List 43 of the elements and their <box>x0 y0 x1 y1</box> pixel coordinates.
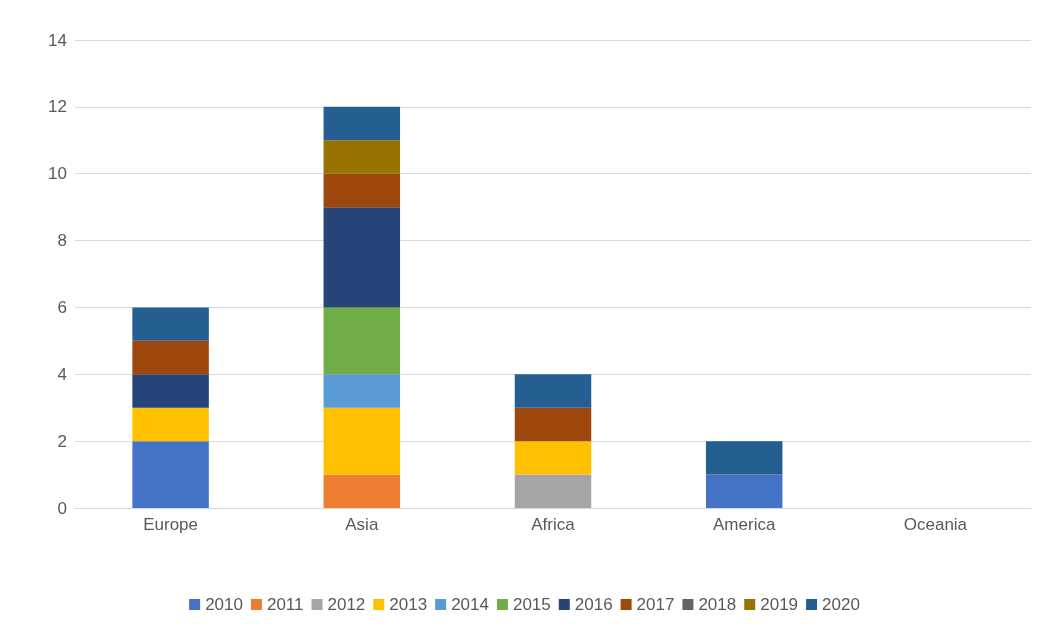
bar <box>514 441 592 475</box>
y-tick-label: 2 <box>57 431 67 451</box>
x-tick-label: Africa <box>531 515 576 534</box>
legend-label: 2016 <box>574 595 613 614</box>
bar <box>323 140 401 174</box>
y-tick-label: 4 <box>57 364 67 384</box>
bar <box>323 106 401 141</box>
legend-label: 2013 <box>389 595 428 614</box>
bar <box>132 374 209 408</box>
bar <box>323 173 401 208</box>
bar <box>132 441 209 508</box>
legend-label: 2017 <box>636 595 675 614</box>
legend-label: 2010 <box>205 595 243 614</box>
x-tick-label: Asia <box>345 515 379 534</box>
y-tick-label: 10 <box>48 164 67 184</box>
y-tick-label: 8 <box>57 231 67 251</box>
bar <box>132 307 209 341</box>
x-tick-label: America <box>713 515 776 534</box>
bar <box>323 307 401 375</box>
bar <box>514 374 592 408</box>
bar <box>514 407 592 442</box>
legend-label: 2014 <box>451 595 489 614</box>
bar <box>514 474 592 508</box>
bar <box>323 407 401 475</box>
x-tick-label: Oceania <box>903 515 968 534</box>
legend-label: 2015 <box>512 595 551 614</box>
legend-label: 2018 <box>698 595 737 614</box>
legend-label: 2019 <box>760 595 799 614</box>
bar <box>132 407 209 442</box>
y-tick-label: 14 <box>48 30 67 50</box>
x-tick-label: Europe <box>143 515 199 534</box>
bar <box>323 374 401 408</box>
legend-label: 2012 <box>327 595 366 614</box>
y-tick-label: 12 <box>48 97 67 117</box>
bar <box>132 340 209 375</box>
y-tick-label: 6 <box>57 297 67 317</box>
bar <box>323 474 401 508</box>
legend-label: 2011 <box>266 595 304 614</box>
y-tick-label: 0 <box>57 498 67 518</box>
bar <box>705 441 783 475</box>
bar <box>705 474 783 508</box>
legend-label: 2020 <box>822 595 860 614</box>
bar <box>323 207 401 308</box>
